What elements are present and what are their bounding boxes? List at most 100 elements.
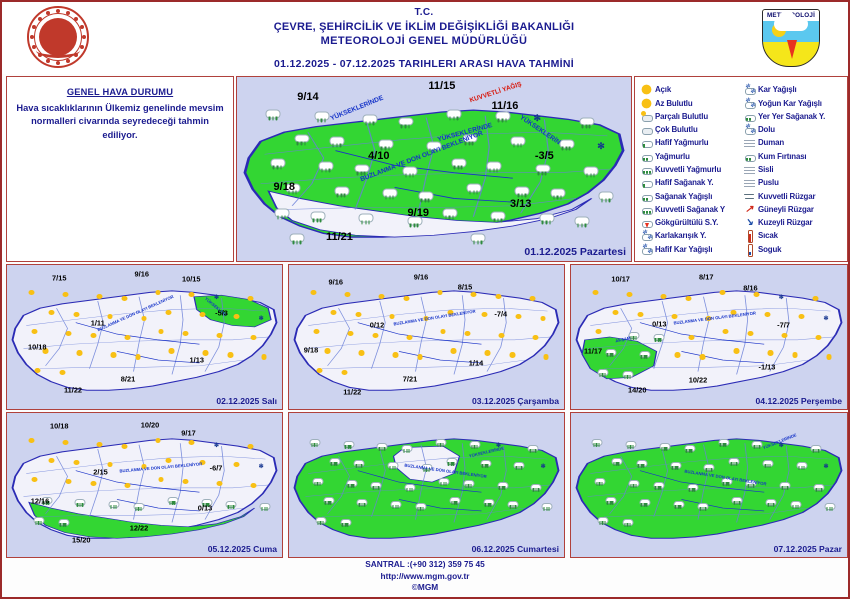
sun-icon <box>766 350 775 358</box>
rain-cloud-icon <box>421 463 433 473</box>
sun-icon <box>371 333 380 341</box>
temperature-label: 11/22 <box>63 385 83 395</box>
legend-item-label: Çok Bulutlu <box>655 125 698 135</box>
sun-icon <box>814 335 823 343</box>
sun-icon <box>95 442 104 450</box>
rain-cloud-icon <box>550 188 566 200</box>
sleet-icon: ✻ ✻ <box>642 230 653 242</box>
rain-cloud-icon <box>813 483 825 492</box>
temperature-label: 9/19 <box>407 207 429 220</box>
map-thursday[interactable]: ✻ ✻ BUZLANMA VE DON OLAYI BEKLENİYOR AKŞAM 1… <box>570 264 848 410</box>
hot-thermometer-icon <box>744 230 755 244</box>
sun-icon <box>187 292 196 300</box>
sun-icon <box>539 315 548 323</box>
rain-cloud-icon <box>796 461 808 471</box>
rain-cloud-icon <box>574 215 590 228</box>
temperature-label: 9/16 <box>328 277 343 287</box>
sun-icon <box>232 313 241 321</box>
sun-icon <box>508 352 517 360</box>
rain-cloud-icon <box>314 111 330 123</box>
sun-icon <box>123 335 132 343</box>
legend-item-label: Kuvvetli Yağmurlu <box>655 164 722 174</box>
temperature-label: 10/22 <box>688 375 708 385</box>
legend-item-label: Sisli <box>758 164 774 174</box>
north-wind-arrow-icon: ↘ <box>745 217 754 229</box>
rain-cloud-icon <box>824 502 836 512</box>
sun-icon <box>659 294 668 302</box>
rain-cloud-icon <box>259 502 271 512</box>
sun-icon <box>61 440 70 448</box>
sun-icon <box>27 290 36 298</box>
footer-copyright: ©MGM <box>411 581 439 592</box>
snow-icon: ✻ <box>258 464 264 471</box>
rain-cloud-icon <box>721 477 733 486</box>
sun-icon <box>811 296 820 304</box>
sun-icon <box>309 290 318 298</box>
rain-cloud-icon <box>486 161 502 173</box>
rain-cloud-icon <box>390 500 402 510</box>
snow-icon: ✻ <box>778 442 784 449</box>
map-sunday[interactable]: ✻ ✻ BUZLANMA VE DON OLAYI BEKLENİYOR YÜKSEK… <box>570 412 848 558</box>
map-friday[interactable]: ✻ ✻ BUZLANMA VE DON OLAYI BEKLENİYOR 10/18 1… <box>6 412 283 558</box>
temperature-label: 1/11 <box>90 318 105 328</box>
temperature-label: -3/5 <box>534 150 554 163</box>
temperature-label: 0/12 <box>369 320 385 330</box>
sun-icon <box>181 331 190 339</box>
rain-cloud-icon <box>356 498 368 508</box>
rain-cloud-icon <box>497 481 509 490</box>
sun-icon <box>797 313 806 321</box>
rain-cloud-icon <box>451 158 467 170</box>
rain-cloud-icon <box>402 166 418 178</box>
map-date-label: 02.12.2025 Salı <box>216 396 277 406</box>
temperature-label: 14/20 <box>627 385 647 395</box>
snow-icon: ✻ <box>214 294 220 301</box>
sun-icon <box>33 367 42 376</box>
legend-item-label: Açık <box>655 85 672 95</box>
rain-cloud-icon <box>387 461 399 471</box>
hail-icon: ✻ ✻ <box>745 124 756 136</box>
map-saturday-canvas: ✻ ✻ BUZLANMA VE DON OLAYI BEKLENİYOR YÜKSEK… <box>289 413 564 557</box>
legend-item-light-shower: Hafif Sağanak Y. <box>641 177 741 189</box>
rain-cloud-icon <box>353 459 365 469</box>
sun-icon <box>611 309 620 317</box>
rain-cloud-icon <box>167 496 179 506</box>
legend-item-label: Kuvvetli Rüzgar <box>758 191 816 201</box>
sun-icon <box>41 348 50 356</box>
rain-cloud-icon <box>628 331 640 340</box>
rain-cloud-icon <box>539 213 555 225</box>
legend-panel: Açık Az Bulutlu Parçalı Bulutlu Çok Bulutlu… <box>634 76 848 262</box>
legend-item-label: Yoğun Kar Yağışlı <box>758 98 822 108</box>
sun-icon <box>388 313 397 321</box>
map-tuesday[interactable]: ✻ ✻ BUZLANMA VE DON OLAYI BEKLENİYOR YÜKSEK… <box>6 264 283 410</box>
map-wednesday[interactable]: BUZLANMA VE DON OLAYI BEKLENİYOR 9/16 9/16… <box>288 264 565 410</box>
rain-cloud-icon <box>438 477 450 486</box>
sun-icon <box>106 461 115 469</box>
sun-icon <box>198 311 207 319</box>
rain-cloud-icon <box>398 116 414 129</box>
rain-cloud-icon <box>309 438 321 447</box>
sun-icon <box>636 311 645 319</box>
rain-cloud-icon <box>469 440 481 449</box>
rain-cloud-icon <box>527 444 539 453</box>
rain-cloud-icon <box>201 498 213 508</box>
temperature-label: -1/13 <box>758 362 776 372</box>
south-wind-arrow-icon: ↗ <box>745 203 754 215</box>
legend-item-smoke: Duman <box>744 137 844 149</box>
scattered-shower-icon <box>744 111 756 122</box>
legend-item-light-rain: Hafif Yağmurlu <box>641 137 741 149</box>
light-snow-icon: ✻ ✻ <box>642 243 653 255</box>
rain-cloud-icon <box>58 518 70 527</box>
sun-icon <box>721 328 730 337</box>
snow-icon: ✻ ✻ <box>745 84 756 96</box>
sun-icon <box>405 335 414 343</box>
sun-icon <box>480 311 489 319</box>
legend-item-snow: ✻ ✻ Kar Yağışlı <box>744 84 844 96</box>
rain-icon <box>641 151 653 162</box>
map-saturday[interactable]: ✻ ✻ BUZLANMA VE DON OLAYI BEKLENİYOR YÜKSEK… <box>288 412 565 558</box>
rain-cloud-icon <box>765 498 777 508</box>
rain-cloud-icon <box>343 440 355 449</box>
sun-icon <box>421 315 430 323</box>
legend-item-sun: Açık <box>641 84 741 96</box>
map-monday[interactable]: ✻ ✻ YÜKSEKLERİNDE YÜKSEKLERİN BUZLANMA VE DO… <box>236 76 632 262</box>
legend-item-label: Hafif Kar Yağışlı <box>655 244 713 254</box>
